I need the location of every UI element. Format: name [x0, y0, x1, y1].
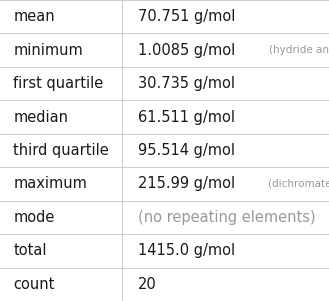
- Text: 30.735 g/mol: 30.735 g/mol: [138, 76, 235, 91]
- Text: mean: mean: [13, 9, 55, 24]
- Text: median: median: [13, 110, 68, 125]
- Text: third quartile: third quartile: [13, 143, 109, 158]
- Text: 215.99 g/mol: 215.99 g/mol: [138, 176, 235, 191]
- Text: (hydride anion): (hydride anion): [268, 45, 329, 55]
- Text: count: count: [13, 277, 55, 292]
- Text: total: total: [13, 243, 47, 258]
- Text: (no repeating elements): (no repeating elements): [138, 210, 316, 225]
- Text: (dichromate anion): (dichromate anion): [268, 179, 329, 189]
- Text: 61.511 g/mol: 61.511 g/mol: [138, 110, 235, 125]
- Text: 1415.0 g/mol: 1415.0 g/mol: [138, 243, 235, 258]
- Text: minimum: minimum: [13, 43, 83, 58]
- Text: 1.0085 g/mol: 1.0085 g/mol: [138, 43, 236, 58]
- Text: 70.751 g/mol: 70.751 g/mol: [138, 9, 236, 24]
- Text: maximum: maximum: [13, 176, 87, 191]
- Text: mode: mode: [13, 210, 55, 225]
- Text: first quartile: first quartile: [13, 76, 103, 91]
- Text: 95.514 g/mol: 95.514 g/mol: [138, 143, 235, 158]
- Text: 20: 20: [138, 277, 157, 292]
